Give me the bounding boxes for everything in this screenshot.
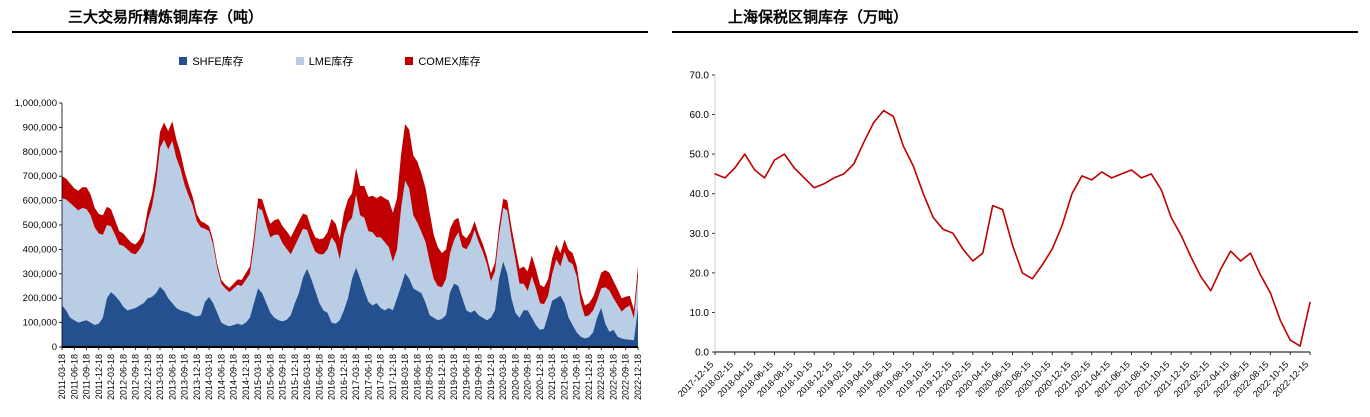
- x-tick-label: 2012-06-18: [118, 354, 128, 400]
- y-tick-label: 500,000: [23, 220, 57, 231]
- legend-item-lme: LME库存: [295, 53, 354, 69]
- y-tick-label: 1,000,000: [15, 98, 57, 109]
- inventory-line-series: [714, 109, 1311, 347]
- legend-item-comex: COMEX库存: [405, 53, 481, 69]
- x-tick-label: 2018-12-18: [437, 354, 447, 400]
- y-tick-label: 300,000: [23, 269, 57, 280]
- x-tick-label: 2016-03-18: [302, 354, 312, 400]
- x-tick-label: 2013-03-18: [155, 354, 165, 400]
- x-tick-label: 2015-09-18: [278, 354, 288, 400]
- x-tick-label: 2014-03-18: [204, 354, 214, 400]
- x-tick-label: 2012-03-18: [106, 354, 116, 400]
- right-title-rule: [672, 31, 1358, 33]
- x-tick-label: 2018-03-18: [400, 354, 410, 400]
- x-tick-label: 2020-09-18: [523, 354, 533, 400]
- x-tick-label: 2021-03-18: [547, 354, 557, 400]
- y-tick-label: 50.0: [690, 150, 710, 161]
- area-LME库存: [62, 139, 638, 347]
- x-tick-label: 2018-06-18: [412, 354, 422, 400]
- right-chart-title: 上海保税区铜库存（万吨）: [728, 9, 909, 26]
- exchange-inventory-panel: 三大交易所精炼铜库存（吨） SHFE库存 LME库存 COMEX库存 0 100,…: [0, 0, 660, 417]
- bonded-zone-inventory-panel: 上海保税区铜库存（万吨） 0.0 10.0 20.0 30.0 40.0 50.0 60.0…: [660, 0, 1370, 417]
- x-tick-label: 2016-06-18: [314, 354, 324, 400]
- y-tick-label: 200,000: [23, 293, 57, 304]
- y-tick-label: 40.0: [690, 189, 710, 200]
- x-tick-label: 2021-06-18: [560, 354, 570, 400]
- y-tick-label: 700,000: [23, 171, 57, 182]
- x-tick-label: 2013-06-18: [167, 354, 177, 400]
- y-tick-label: 900,000: [23, 122, 57, 133]
- y-tick-label: 30.0: [690, 229, 710, 240]
- x-tick-label: 2012-09-18: [131, 354, 141, 400]
- x-tick-label: 2015-03-18: [253, 354, 263, 400]
- line-chart: 0.010.020.030.040.050.060.070.02017-12-1…: [676, 71, 1311, 399]
- x-tick-label: 2015-06-18: [265, 354, 275, 400]
- legend-item-shfe: SHFE库存: [179, 53, 244, 69]
- x-tick-label: 2014-12-18: [241, 354, 251, 400]
- x-tick-label: 2017-09-18: [376, 354, 386, 400]
- x-tick-label: 2011-09-18: [82, 354, 92, 399]
- y-tick-label: 400,000: [23, 244, 57, 255]
- x-tick-label: 2018-09-18: [425, 354, 435, 400]
- x-tick-label: 2011-03-18: [57, 354, 67, 399]
- comex-swatch-icon: [405, 57, 414, 65]
- x-tick-label: 2022-12-18: [633, 354, 643, 400]
- x-tick-label: 2017-03-18: [351, 354, 361, 400]
- y-tick-label: 60.0: [690, 110, 710, 121]
- x-tick-label: 2021-12-18: [584, 354, 594, 400]
- y-tick-label: 800,000: [23, 147, 57, 158]
- x-tick-label: 2016-09-18: [327, 354, 337, 400]
- x-tick-label: 2016-12-18: [339, 354, 349, 400]
- x-tick-label: 2022-03-18: [596, 354, 606, 400]
- x-tick-label: 2011-06-18: [69, 354, 79, 399]
- x-tick-label: 2020-03-18: [498, 354, 508, 400]
- y-tick-label: 10.0: [690, 308, 710, 319]
- x-tick-label: 2022-06-18: [609, 354, 619, 400]
- x-tick-label: 2014-09-18: [229, 354, 239, 400]
- left-chart-title: 三大交易所精炼铜库存（吨）: [68, 9, 264, 26]
- x-tick-label: 2013-09-18: [180, 354, 190, 400]
- x-tick-label: 2015-12-18: [290, 354, 300, 400]
- lme-swatch-icon: [295, 57, 304, 65]
- legend-label-lme: LME库存: [308, 56, 354, 68]
- shfe-swatch-icon: [179, 57, 188, 65]
- x-tick-label: 2017-12-18: [388, 354, 398, 400]
- x-tick-label: 2019-06-18: [461, 354, 471, 400]
- y-tick-label: 0.0: [695, 348, 709, 359]
- x-tick-label: 2022-09-18: [621, 354, 631, 400]
- legend-label-comex: COMEX库存: [418, 56, 481, 68]
- x-tick-label: 2019-03-18: [449, 354, 459, 400]
- x-tick-label: 2012-12-18: [143, 354, 153, 400]
- x-tick-label: 2017-06-18: [363, 354, 373, 400]
- x-tick-label: 2020-06-18: [510, 354, 520, 400]
- y-tick-label: 70.0: [690, 71, 710, 82]
- stacked-area-chart: 0 100,000 200,000 300,000 400,000 500,000 600,…: [15, 98, 643, 400]
- y-tick-label: 0: [52, 342, 57, 353]
- x-tick-label: 2011-12-18: [94, 354, 104, 399]
- y-tick-label: 600,000: [23, 196, 57, 207]
- left-chart-legend: SHFE库存 LME库存 COMEX库存: [0, 53, 660, 69]
- x-tick-label: 2020-12-18: [535, 354, 545, 400]
- x-tick-label: 2014-06-18: [216, 354, 226, 400]
- x-tick-label: 2019-09-18: [474, 354, 484, 400]
- left-title-rule: [12, 31, 648, 33]
- y-tick-label: 100,000: [23, 318, 57, 329]
- x-tick-label: 2013-12-18: [192, 354, 202, 400]
- x-tick-label: 2019-12-18: [486, 354, 496, 400]
- legend-label-shfe: SHFE库存: [192, 56, 244, 68]
- area-SHFE库存: [62, 261, 638, 347]
- x-tick-label: 2021-09-18: [572, 354, 582, 400]
- y-tick-label: 20.0: [690, 268, 710, 279]
